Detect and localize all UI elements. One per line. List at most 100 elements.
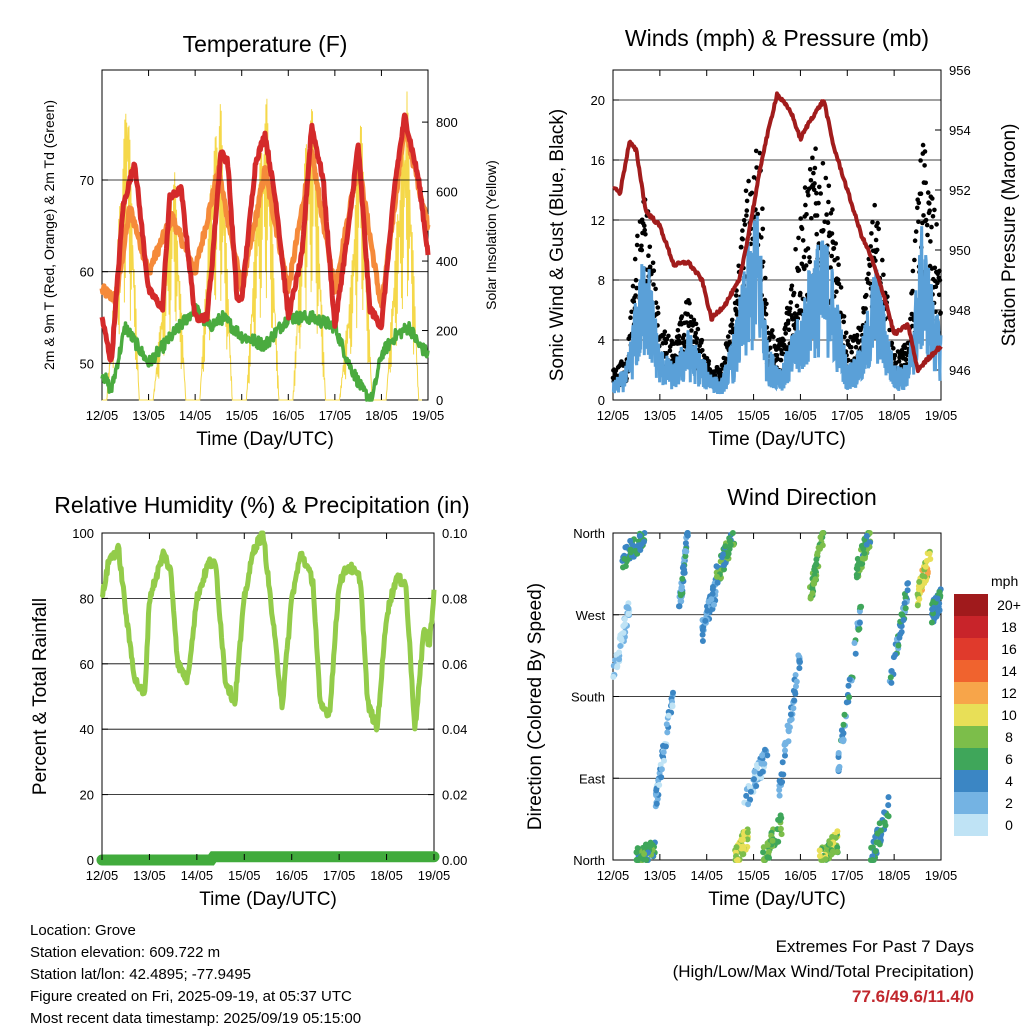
extremes-values: 77.6/49.6/11.4/0 bbox=[852, 987, 974, 1006]
gust-point bbox=[826, 199, 831, 205]
x-tick-label: 16/05 bbox=[272, 408, 305, 423]
winds-ylabel: Sonic Wind & Gust (Blue, Black) bbox=[547, 109, 568, 381]
direction-point bbox=[776, 787, 783, 793]
gust-point bbox=[909, 323, 915, 329]
gust-point bbox=[768, 345, 773, 351]
gust-point bbox=[918, 158, 923, 163]
direction-point bbox=[610, 673, 617, 680]
direction-point bbox=[760, 849, 767, 856]
gust-point bbox=[843, 330, 849, 336]
colorbar-label: 0 bbox=[1005, 817, 1013, 833]
gust-point bbox=[813, 146, 818, 151]
gust-point bbox=[920, 142, 926, 148]
x-tick-label: 17/05 bbox=[319, 408, 352, 423]
gust-point bbox=[744, 198, 750, 204]
colorbar-label: 16 bbox=[1001, 641, 1017, 657]
direction-point bbox=[776, 792, 783, 799]
direction-point bbox=[812, 561, 819, 568]
direction-point bbox=[810, 579, 817, 586]
y-tick-label: 20 bbox=[80, 788, 94, 803]
direction-point bbox=[782, 752, 788, 759]
direction-point bbox=[627, 549, 634, 556]
gust-point bbox=[937, 268, 942, 274]
gust-point bbox=[639, 217, 645, 223]
gust-point bbox=[646, 253, 651, 258]
direction-point bbox=[885, 802, 892, 809]
direction-point bbox=[854, 562, 861, 569]
direction-point bbox=[898, 629, 905, 635]
direction-title: Wind Direction bbox=[727, 484, 877, 510]
direction-point bbox=[861, 550, 868, 557]
direction-point bbox=[846, 676, 853, 683]
direction-point bbox=[758, 760, 765, 767]
gust-point bbox=[891, 346, 896, 351]
direction-point bbox=[916, 578, 923, 585]
gust-point bbox=[650, 260, 656, 266]
gust-point bbox=[910, 268, 916, 274]
gust-point bbox=[804, 212, 809, 217]
gust-point bbox=[853, 344, 859, 350]
gust-point bbox=[634, 242, 640, 248]
gust-point bbox=[798, 216, 803, 221]
direction-point bbox=[713, 573, 720, 580]
direction-point bbox=[751, 776, 757, 783]
direction-point bbox=[680, 569, 687, 576]
direction-point bbox=[617, 643, 624, 649]
humidity-xlabel: Time (Day/UTC) bbox=[199, 889, 337, 910]
gust-point bbox=[912, 257, 917, 263]
recent-text: Most recent data timestamp: 2025/09/19 0… bbox=[30, 1010, 362, 1027]
y-tick-label: 4 bbox=[598, 333, 605, 348]
direction-point bbox=[722, 543, 729, 550]
gust-point bbox=[863, 306, 868, 311]
colorbar-label: 8 bbox=[1005, 729, 1013, 745]
direction-point bbox=[859, 555, 866, 562]
direction-point bbox=[869, 857, 876, 863]
direction-point bbox=[627, 537, 634, 544]
humidity-title: Relative Humidity (%) & Precipitation (i… bbox=[54, 492, 469, 518]
direction-point bbox=[658, 766, 665, 773]
direction-point bbox=[838, 737, 845, 744]
gust-point bbox=[647, 244, 653, 250]
x-tick-label: 18/05 bbox=[370, 868, 403, 883]
gust-point bbox=[612, 371, 618, 377]
direction-point bbox=[845, 682, 852, 689]
gust-point bbox=[706, 359, 712, 364]
direction-point bbox=[647, 839, 654, 846]
gust-point bbox=[925, 190, 931, 195]
direction-point bbox=[680, 563, 687, 570]
direction-point bbox=[711, 601, 717, 608]
gust-point bbox=[910, 288, 915, 294]
gust-point bbox=[662, 329, 668, 335]
gust-point bbox=[817, 184, 822, 190]
direction-point bbox=[705, 598, 712, 605]
direction-point bbox=[841, 711, 848, 718]
y-tick-label: 50 bbox=[80, 356, 94, 371]
direction-point bbox=[621, 555, 628, 562]
direction-point bbox=[888, 679, 895, 686]
direction-point bbox=[744, 829, 751, 836]
gust-point bbox=[691, 317, 697, 323]
y2-tick-label: 952 bbox=[949, 183, 971, 198]
direction-point bbox=[793, 678, 800, 685]
direction-point bbox=[765, 848, 772, 855]
direction-point bbox=[898, 611, 905, 618]
direction-point bbox=[743, 792, 750, 799]
elevation-text: Station elevation: 609.722 m bbox=[30, 944, 221, 961]
gust-point bbox=[643, 232, 648, 237]
gust-point bbox=[787, 306, 793, 311]
direction-point bbox=[660, 742, 666, 749]
direction-point bbox=[816, 847, 823, 854]
y2-tick-label: 950 bbox=[949, 243, 971, 258]
gust-point bbox=[849, 349, 854, 355]
gust-point bbox=[928, 239, 933, 244]
x-tick-label: 12/05 bbox=[597, 868, 630, 883]
direction-point bbox=[775, 816, 782, 823]
gust-point bbox=[828, 265, 833, 270]
direction-point bbox=[791, 688, 798, 695]
temp-2m-line bbox=[99, 112, 431, 363]
gust-point bbox=[753, 148, 759, 154]
gust-point bbox=[633, 293, 638, 298]
direction-point bbox=[769, 837, 776, 844]
extremes-box: Extremes For Past 7 Days (High/Low/Max W… bbox=[673, 934, 974, 1009]
